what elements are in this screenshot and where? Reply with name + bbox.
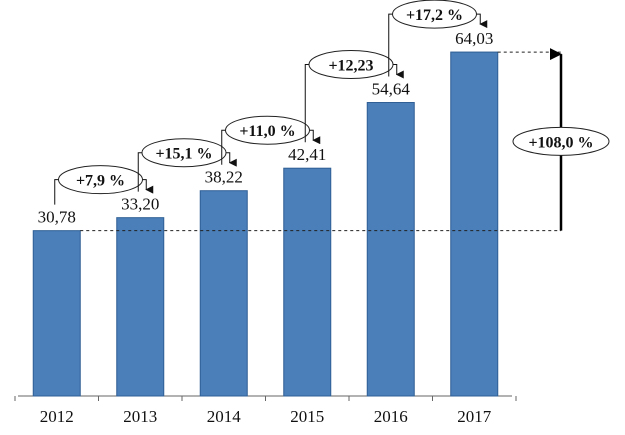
growth-label-2015: +11,0 %: [239, 123, 295, 140]
growth-label-2013: +7,9 %: [76, 173, 125, 190]
plot-area: 30,78 2012 33,20 2013 38,22 2014 42,41 2015 54,6…: [14, 0, 610, 426]
total-growth-ellipse: [512, 126, 610, 156]
bar-2014: [199, 190, 248, 397]
x-tick-label-2014: 2014: [207, 407, 242, 426]
value-label-2012: 30,78: [38, 208, 76, 227]
bar-2017: [450, 51, 499, 397]
x-tick-label-2016: 2016: [374, 407, 408, 426]
total-growth-label: +108,0 %: [528, 134, 593, 151]
growth-ellipse: [392, 0, 477, 29]
growth-ellipse: [308, 50, 394, 80]
bar-2012: [32, 230, 81, 397]
growth-label-2014: +15,1 %: [155, 146, 212, 163]
growth-ellipse: [141, 138, 227, 168]
value-label-2017: 64,03: [455, 29, 493, 48]
growth-label-2017: +17,2 %: [406, 7, 463, 24]
x-tick-label-2012: 2012: [40, 407, 74, 426]
bar-2013: [116, 217, 165, 397]
value-label-2013: 33,20: [121, 195, 159, 214]
x-tick-label-2017: 2017: [457, 407, 492, 426]
growth-ellipse: [225, 115, 310, 145]
x-tick-label-2013: 2013: [123, 407, 157, 426]
growth-label-2016: +12,23: [328, 58, 373, 75]
x-tick-label-2015: 2015: [290, 407, 324, 426]
growth-ellipse: [58, 165, 143, 195]
bar-2015: [283, 167, 332, 397]
bar-2016: [366, 102, 415, 397]
value-label-2016: 54,64: [372, 80, 411, 99]
value-label-2014: 38,22: [205, 168, 243, 187]
value-label-2015: 42,41: [288, 145, 326, 164]
